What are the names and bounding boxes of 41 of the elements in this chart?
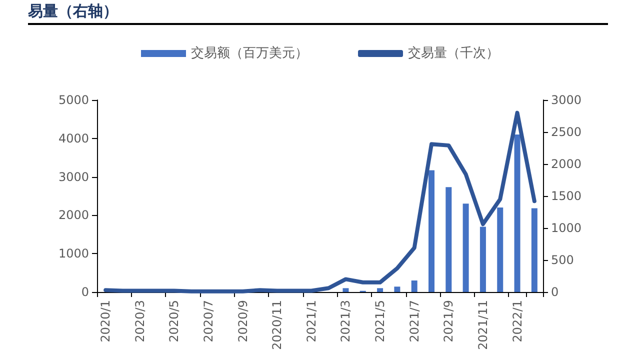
bar — [446, 187, 452, 292]
y2-tick-label: 500 — [551, 253, 574, 267]
bar — [531, 208, 538, 292]
x-tick-label: 2020/11 — [270, 300, 284, 350]
bar — [480, 226, 486, 292]
y-tick-label: 4000 — [58, 131, 89, 146]
y-tick-label: 5000 — [58, 93, 89, 107]
y2-tick-label: 2500 — [551, 125, 582, 139]
y2-tick-label: 1500 — [551, 189, 582, 203]
x-tick-label: 2021/7 — [407, 300, 422, 342]
bar — [514, 134, 520, 292]
x-tick-label: 2020/1 — [98, 300, 113, 342]
line-series — [104, 110, 536, 294]
legend-label: 交易量（千次） — [408, 45, 499, 61]
x-tick-label: 2020/3 — [132, 300, 147, 342]
x-tick-label: 2020/9 — [236, 300, 250, 342]
x-tick-label: 2021/1 — [304, 300, 318, 342]
x-tick-label: 2020/7 — [202, 300, 216, 342]
bar — [342, 288, 349, 292]
y-tick-label: 3000 — [58, 170, 89, 184]
x-tick-label: 2022/1 — [510, 300, 524, 342]
bar — [497, 208, 504, 292]
y2-tick-label: 3000 — [551, 93, 582, 107]
y-tick-label: 2000 — [58, 208, 89, 222]
bar — [462, 204, 469, 292]
x-tick-label: 2021/11 — [476, 300, 490, 350]
x-tick-label: 2021/5 — [373, 300, 388, 342]
chart-title: 易量（右轴） — [28, 2, 608, 25]
legend-label: 交易额（百万美元） — [191, 45, 308, 61]
y-tick-label: 1000 — [58, 246, 89, 261]
x-tick-label: 2021/3 — [338, 300, 353, 342]
y-tick-label: 0 — [81, 285, 89, 299]
bar — [394, 286, 400, 292]
bar — [411, 280, 418, 292]
y2-tick-label: 1000 — [551, 221, 582, 235]
bar — [428, 170, 434, 292]
x-tick-label: 2020/5 — [167, 300, 182, 342]
x-tick-label: 2021/9 — [442, 300, 456, 342]
y2-tick-label: 2000 — [551, 157, 582, 171]
bar — [377, 288, 384, 292]
y2-tick-label: 0 — [551, 285, 559, 299]
